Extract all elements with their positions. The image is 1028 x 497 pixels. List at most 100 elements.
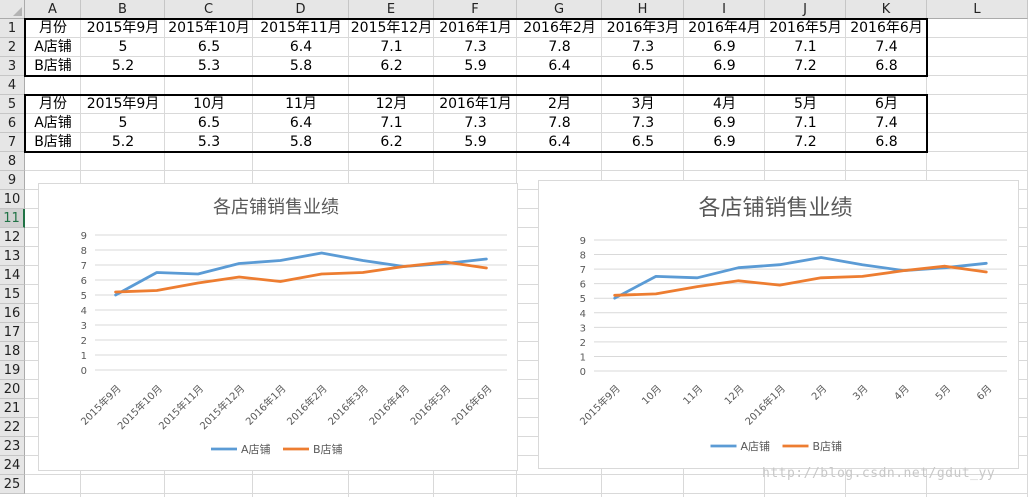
cell-E5[interactable]: 12月 (375, 96, 408, 112)
row-header-6[interactable]: 6 (0, 114, 25, 133)
cell-E2[interactable]: 7.1 (380, 39, 403, 55)
cell-D3[interactable]: 5.8 (289, 58, 313, 74)
cell-K3[interactable]: 6.8 (875, 58, 898, 74)
row-header-3[interactable]: 3 (0, 57, 25, 76)
cell-G5[interactable]: 2月 (548, 96, 571, 112)
chart-2[interactable]: 各店铺销售业绩 0 1 2 3 4 5 6 7 8 9 2015年9月 10月 11月 12月 2016年1月… (538, 180, 1019, 469)
cell-C1[interactable]: 2015年10月 (168, 20, 250, 36)
cell-B7[interactable]: 5.2 (111, 134, 135, 150)
cell-E7[interactable]: 6.2 (380, 134, 403, 150)
cell-K1[interactable]: 2016年6月 (850, 20, 923, 36)
column-header-H[interactable]: H (602, 0, 684, 19)
row-header-8[interactable]: 8 (0, 152, 25, 171)
cell-A6[interactable]: A店铺 (34, 115, 72, 131)
cell-J1[interactable]: 2016年5月 (769, 20, 842, 36)
column-header-K[interactable]: K (846, 0, 927, 19)
row-header-13[interactable]: 13 (0, 247, 25, 266)
row-header-16[interactable]: 16 (0, 304, 25, 323)
cell-G3[interactable]: 6.4 (548, 58, 571, 74)
cell-E3[interactable]: 6.2 (380, 58, 403, 74)
cell-D6[interactable]: 6.4 (289, 115, 313, 131)
column-header-I[interactable]: I (684, 0, 765, 19)
cell-E6[interactable]: 7.1 (380, 115, 403, 131)
cell-F2[interactable]: 7.3 (464, 39, 487, 55)
row-header-9[interactable]: 9 (0, 171, 25, 190)
row-header-11[interactable]: 11 (0, 209, 25, 228)
row-header-23[interactable]: 23 (0, 437, 25, 456)
column-header-F[interactable]: F (434, 0, 517, 19)
cell-K5[interactable]: 6月 (875, 96, 898, 112)
row-header-4[interactable]: 4 (0, 76, 25, 95)
row-header-15[interactable]: 15 (0, 285, 25, 304)
row-header-20[interactable]: 20 (0, 380, 25, 399)
row-header-5[interactable]: 5 (0, 95, 25, 114)
cell-G2[interactable]: 7.8 (548, 39, 571, 55)
cell-I3[interactable]: 6.9 (713, 58, 736, 74)
cell-H7[interactable]: 6.5 (631, 134, 655, 150)
cell-I5[interactable]: 4月 (713, 96, 736, 112)
cell-E1[interactable]: 2015年12月 (350, 20, 433, 36)
cell-B3[interactable]: 5.2 (111, 58, 135, 74)
column-header-L[interactable]: L (927, 0, 1028, 19)
cell-G1[interactable]: 2016年2月 (523, 20, 596, 36)
cell-D5[interactable]: 11月 (285, 96, 317, 112)
cell-A1[interactable]: 月份 (39, 20, 67, 36)
cell-C5[interactable]: 10月 (193, 96, 225, 112)
cell-K7[interactable]: 6.8 (875, 134, 898, 150)
column-header-D[interactable]: D (253, 0, 349, 19)
cell-K6[interactable]: 7.4 (875, 115, 898, 131)
cell-A3[interactable]: B店铺 (34, 58, 72, 74)
cell-I1[interactable]: 2016年4月 (688, 20, 761, 36)
cell-G7[interactable]: 6.4 (548, 134, 571, 150)
cell-J5[interactable]: 5月 (794, 96, 817, 112)
row-header-24[interactable]: 24 (0, 456, 25, 475)
cell-G6[interactable]: 7.8 (548, 115, 571, 131)
select-all-corner[interactable] (0, 0, 25, 19)
row-header-22[interactable]: 22 (0, 418, 25, 437)
row-header-7[interactable]: 7 (0, 133, 25, 152)
row-header-1[interactable]: 1 (0, 19, 25, 38)
cell-B1[interactable]: 2015年9月 (86, 20, 160, 36)
row-header-18[interactable]: 18 (0, 342, 25, 361)
cell-J7[interactable]: 7.2 (794, 134, 817, 150)
row-header-17[interactable]: 17 (0, 323, 25, 342)
cell-D7[interactable]: 5.8 (289, 134, 313, 150)
column-header-G[interactable]: G (517, 0, 602, 19)
cell-C3[interactable]: 5.3 (197, 58, 221, 74)
cell-C7[interactable]: 5.3 (197, 134, 221, 150)
row-header-21[interactable]: 21 (0, 399, 25, 418)
cell-A2[interactable]: A店铺 (34, 39, 72, 55)
column-header-E[interactable]: E (349, 0, 434, 19)
cell-J3[interactable]: 7.2 (794, 58, 817, 74)
row-header-2[interactable]: 2 (0, 38, 25, 57)
cell-D2[interactable]: 6.4 (289, 39, 313, 55)
cell-J6[interactable]: 7.1 (794, 115, 817, 131)
cell-F1[interactable]: 2016年1月 (439, 20, 512, 36)
column-header-J[interactable]: J (765, 0, 846, 19)
row-header-14[interactable]: 14 (0, 266, 25, 285)
cell-I2[interactable]: 6.9 (713, 39, 736, 55)
cell-A7[interactable]: B店铺 (34, 134, 72, 150)
cell-B6[interactable]: 5 (118, 115, 128, 131)
row-header-12[interactable]: 12 (0, 228, 25, 247)
row-header-25[interactable]: 25 (0, 475, 25, 494)
cell-H3[interactable]: 6.5 (631, 58, 655, 74)
column-header-A[interactable]: A (25, 0, 81, 19)
cell-K2[interactable]: 7.4 (875, 39, 898, 55)
cell-A5[interactable]: 月份 (39, 96, 67, 112)
cell-H6[interactable]: 7.3 (631, 115, 655, 131)
cell-F3[interactable]: 5.9 (464, 58, 487, 74)
cell-I7[interactable]: 6.9 (713, 134, 736, 150)
cell-F5[interactable]: 2016年1月 (439, 96, 512, 112)
row-header-19[interactable]: 19 (0, 361, 25, 380)
column-header-B[interactable]: B (81, 0, 165, 19)
cell-B2[interactable]: 5 (118, 39, 128, 55)
cell-B5[interactable]: 2015年9月 (86, 96, 160, 112)
cell-H5[interactable]: 3月 (631, 96, 655, 112)
chart-1[interactable]: 各店铺销售业绩 0 1 2 3 4 5 6 7 8 9 2015年9月 2015年10月 2015年11月… (38, 183, 518, 471)
cell-F6[interactable]: 7.3 (464, 115, 487, 131)
row-header-10[interactable]: 10 (0, 190, 25, 209)
cell-C2[interactable]: 6.5 (197, 39, 221, 55)
cell-J2[interactable]: 7.1 (794, 39, 817, 55)
